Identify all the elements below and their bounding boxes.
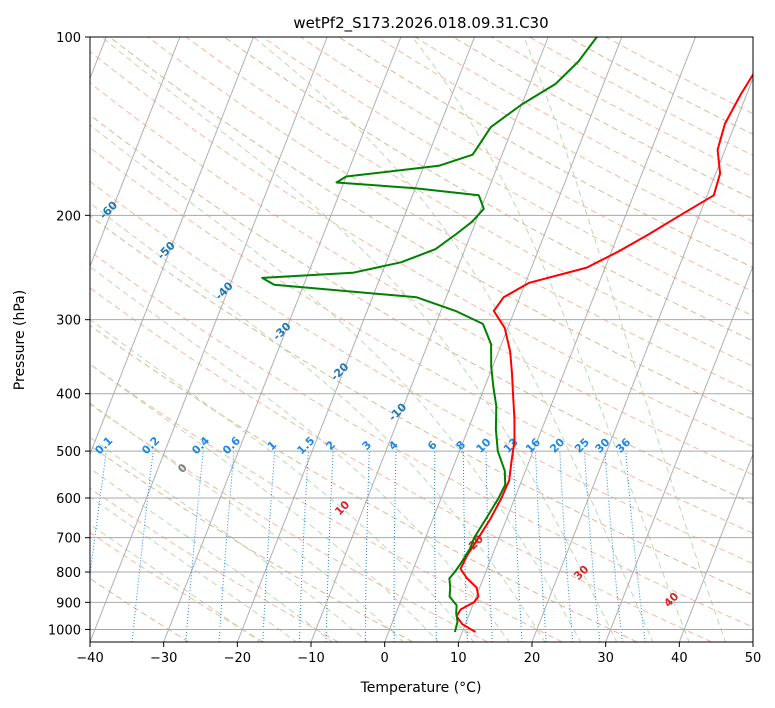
isotherm bbox=[310, 37, 549, 642]
moist-adiabat bbox=[523, 37, 727, 642]
dry-adiabat bbox=[90, 444, 414, 642]
isotherm bbox=[531, 76, 753, 642]
mixing-ratio-line bbox=[185, 451, 204, 642]
mixing-ratio-line bbox=[325, 451, 334, 642]
y-tick-label: 1000 bbox=[48, 623, 81, 638]
mixing-ratio-line bbox=[393, 451, 397, 642]
isotherm bbox=[236, 37, 476, 642]
x-tick-label: 40 bbox=[671, 651, 688, 666]
y-tick-label: 100 bbox=[56, 31, 81, 46]
isotherm bbox=[90, 37, 255, 456]
x-tick-label: 30 bbox=[597, 651, 614, 666]
dry-adiabat bbox=[491, 37, 753, 178]
isotherm bbox=[384, 37, 623, 642]
x-tick-label: −40 bbox=[76, 651, 103, 666]
moist-adiabat bbox=[90, 523, 262, 642]
plot-frame bbox=[89, 36, 754, 643]
dry-adiabat bbox=[185, 37, 753, 367]
dry-adiabat bbox=[90, 324, 638, 642]
axes: −40 −30 −20 −10 0 10 20 30 40 50 100 200 300 400 500 60… bbox=[48, 31, 761, 666]
isotherm bbox=[457, 37, 697, 642]
dry-adiabat bbox=[529, 37, 753, 156]
dry-adiabat bbox=[452, 37, 753, 200]
dry-adiabat bbox=[90, 287, 712, 642]
moist-adiabat bbox=[90, 402, 404, 642]
moist-adiabat bbox=[90, 202, 546, 642]
moist-adiabat bbox=[90, 496, 298, 642]
dry-adiabat bbox=[90, 51, 753, 448]
mixing-ratio-line bbox=[90, 451, 107, 580]
sounding-profiles bbox=[261, 37, 753, 633]
x-tick-label: −10 bbox=[297, 651, 324, 666]
plot-background bbox=[90, 37, 753, 642]
moist-adiabat bbox=[90, 467, 333, 642]
moist-adiabat bbox=[253, 37, 654, 642]
y-tick-label: 500 bbox=[56, 445, 81, 460]
mixing-ratio-line bbox=[364, 451, 370, 642]
dry-adiabat bbox=[90, 403, 488, 642]
mixing-ratio-line bbox=[485, 451, 493, 642]
isotherm bbox=[605, 264, 753, 642]
y-tick-label: 400 bbox=[56, 388, 81, 403]
dry-adiabat bbox=[300, 37, 753, 293]
x-tick-label: −20 bbox=[224, 651, 251, 666]
dry-adiabat bbox=[414, 37, 753, 222]
moist-adiabat bbox=[101, 37, 618, 642]
y-tick-label: 700 bbox=[56, 532, 81, 547]
x-tick-label: 20 bbox=[524, 651, 541, 666]
mixing-ratio-line bbox=[462, 451, 468, 642]
mixing-ratio-line bbox=[298, 451, 309, 642]
mixing-ratio-line bbox=[262, 451, 276, 642]
y-axis-label: Pressure (hPa) bbox=[12, 290, 28, 390]
dry-adiabat bbox=[262, 37, 753, 317]
dry-adiabat bbox=[90, 215, 753, 596]
mixing-ratio-line bbox=[584, 451, 601, 642]
moist-adiabat bbox=[90, 266, 510, 642]
dry-adiabat bbox=[376, 37, 753, 245]
mixing-ratio-line bbox=[512, 451, 523, 642]
mixing-ratio-line bbox=[625, 451, 646, 642]
isotherm bbox=[678, 452, 753, 642]
sounding-line bbox=[261, 37, 598, 633]
mixing-ratio-line bbox=[604, 451, 623, 642]
dry-adiabat bbox=[90, 180, 753, 565]
moist-adiabat bbox=[411, 37, 690, 642]
dry-adiabat bbox=[90, 82, 753, 476]
y-tick-label: 800 bbox=[56, 566, 81, 581]
x-tick-label: 50 bbox=[745, 651, 762, 666]
isotherm bbox=[752, 640, 753, 642]
y-tick-label: 300 bbox=[56, 314, 81, 329]
x-tick-label: 10 bbox=[450, 651, 467, 666]
isotherm bbox=[90, 37, 328, 642]
mixing-ratio-line bbox=[218, 451, 235, 642]
isotherm-label: -80 bbox=[0, 118, 5, 141]
x-tick-label: 0 bbox=[381, 651, 389, 666]
dry-adiabat bbox=[224, 37, 753, 342]
x-axis-label: Temperature (°C) bbox=[360, 680, 482, 696]
mixing-ratio-line bbox=[434, 451, 437, 642]
isotherm-label: -70 bbox=[39, 158, 62, 181]
isotherm bbox=[163, 37, 402, 642]
chart-title: wetPf2_S173.2026.018.09.31.C30 bbox=[293, 14, 548, 33]
y-tick-label: 200 bbox=[56, 209, 81, 224]
isotherm bbox=[90, 37, 181, 268]
mixing-ratio-line bbox=[535, 451, 547, 642]
sounding-line bbox=[455, 72, 753, 633]
background-lines bbox=[90, 37, 753, 642]
dry-adiabat bbox=[147, 37, 753, 393]
dry-adiabat bbox=[109, 37, 753, 420]
y-tick-label: 900 bbox=[56, 596, 81, 611]
x-tick-label: −30 bbox=[150, 651, 177, 666]
y-tick-label: 600 bbox=[56, 492, 81, 507]
dry-adiabat bbox=[338, 37, 753, 269]
moist-adiabat bbox=[90, 318, 475, 642]
dry-adiabat bbox=[90, 147, 753, 534]
mixing-ratio-line bbox=[559, 451, 574, 642]
